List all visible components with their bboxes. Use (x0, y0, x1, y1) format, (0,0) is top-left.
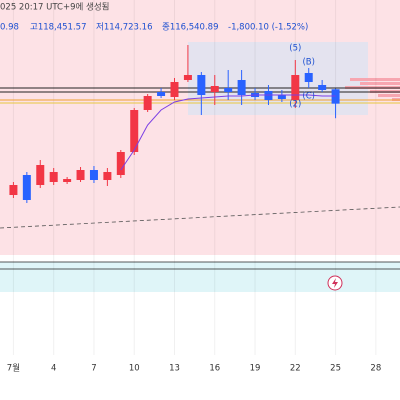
candle-body (130, 110, 139, 152)
candle-body (210, 86, 219, 92)
x-tick-label: 28 (370, 364, 381, 374)
x-tick-label: 16 (209, 364, 220, 374)
high-text: 고118,451.57 (30, 23, 87, 33)
x-tick-label: 13 (169, 364, 180, 374)
candle-body (22, 175, 31, 200)
candle-body (103, 172, 112, 180)
wave-label: (B) (302, 58, 314, 68)
x-tick-label: 7월 (7, 363, 20, 374)
x-tick-label: 4 (51, 364, 56, 374)
x-tick-label: 22 (290, 364, 301, 374)
plot: (5)(B) (C)(2) (0, 44, 400, 229)
candle-body (157, 92, 166, 96)
candle-body (89, 170, 98, 180)
wave-label: (5) (289, 44, 301, 54)
candle-body (277, 95, 286, 99)
candle-body (116, 152, 125, 175)
created-text: 025 20:17 UTC+9에 생성됨 (0, 2, 110, 13)
candle-body (291, 75, 300, 100)
x-tick-label: 7 (91, 364, 96, 374)
x-tick-label: 19 (250, 364, 261, 374)
candle-body (237, 80, 246, 95)
candle-body (9, 185, 18, 195)
candle-body (36, 165, 45, 185)
close-text: 종116,540.89 (162, 23, 219, 33)
candle-body (318, 85, 327, 90)
x-tick-label: 10 (129, 364, 140, 374)
candle-body (183, 75, 192, 80)
candle-body (304, 73, 313, 82)
candle-body (76, 170, 85, 180)
trendline (0, 206, 400, 229)
zone-pink (0, 0, 400, 255)
wave-label: (C) (302, 92, 315, 102)
open-text: 0.98 (0, 23, 19, 33)
low-text: 저114,723.16 (96, 23, 153, 33)
candle-body (143, 96, 152, 110)
ma-line (120, 94, 336, 171)
wave-label: (2) (289, 100, 301, 110)
alert-bolt (332, 278, 338, 288)
candle-body (49, 172, 58, 182)
candle-body (197, 75, 206, 95)
candle-body (63, 179, 72, 182)
change-text: -1,800.10 (-1.52%) (228, 23, 308, 33)
x-tick-label: 25 (330, 364, 341, 374)
candle-body (170, 82, 179, 97)
grid: 7월 4 7 10 13 16 19 22 25 28 (7, 0, 381, 374)
candle-body (224, 88, 233, 92)
